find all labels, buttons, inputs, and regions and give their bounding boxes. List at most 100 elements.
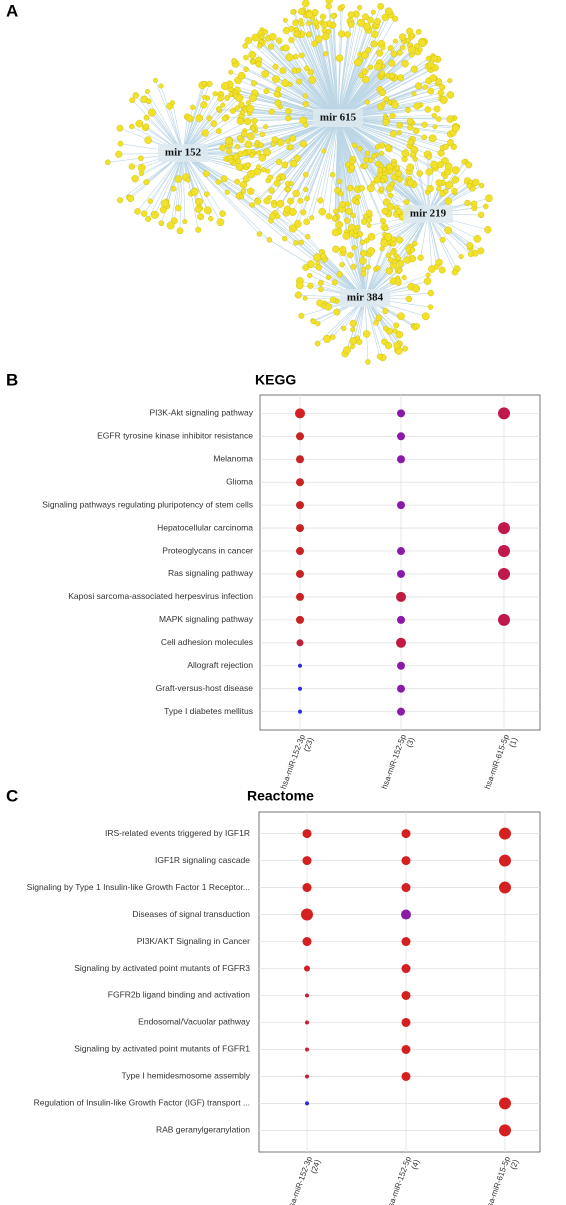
node [410, 65, 418, 73]
node [366, 216, 373, 223]
dot [305, 1101, 309, 1106]
node [412, 284, 421, 293]
edge [182, 83, 205, 154]
node [413, 323, 420, 330]
node [373, 320, 379, 326]
edge [323, 24, 339, 119]
node [405, 37, 411, 44]
dot [396, 637, 406, 648]
node [306, 260, 315, 269]
edge [356, 202, 366, 299]
edge [253, 60, 339, 119]
dot [401, 856, 411, 866]
node [323, 334, 331, 343]
node [445, 181, 454, 190]
node [358, 185, 365, 192]
node [485, 194, 493, 203]
node [367, 64, 374, 71]
edge [179, 152, 184, 231]
node [395, 255, 402, 262]
edge [337, 54, 365, 119]
node [451, 166, 460, 175]
dot [305, 1074, 309, 1079]
node [364, 99, 370, 105]
node [256, 43, 263, 49]
node [267, 174, 274, 181]
node [394, 165, 400, 171]
node [259, 131, 266, 138]
y-tick-label: MAPK signaling pathway [159, 614, 254, 624]
node [371, 153, 377, 159]
node [263, 197, 271, 205]
dot [298, 686, 302, 691]
node [388, 59, 396, 67]
node [424, 106, 432, 113]
edge [427, 213, 433, 270]
node [386, 203, 395, 211]
node [237, 71, 246, 80]
node [304, 233, 311, 240]
dot [401, 1017, 411, 1027]
node [242, 43, 248, 49]
node [315, 264, 323, 271]
node [324, 303, 333, 311]
node [409, 247, 416, 253]
node [212, 91, 218, 97]
node [285, 138, 291, 144]
node [147, 108, 156, 117]
dot [296, 501, 304, 510]
node [417, 254, 424, 261]
node [350, 327, 356, 333]
node [400, 44, 406, 51]
y-tick-label: Regulation of Insulin-like Growth Factor… [34, 1098, 250, 1108]
node [408, 45, 416, 54]
edge [364, 297, 384, 358]
node [301, 0, 310, 8]
node [378, 186, 385, 192]
dot [401, 883, 411, 893]
x-tick-label: hsa-miR-152-3p [279, 733, 307, 790]
node [446, 115, 455, 123]
node [129, 97, 136, 104]
node [219, 210, 226, 217]
edge [182, 96, 237, 154]
edge [292, 11, 339, 119]
dot [498, 567, 510, 580]
edge [337, 26, 368, 119]
node [254, 197, 262, 205]
node [408, 255, 417, 263]
dot [401, 829, 411, 839]
dot [499, 1097, 511, 1110]
node [367, 232, 376, 241]
node [354, 224, 361, 231]
node [224, 189, 230, 195]
node [318, 286, 324, 293]
node [375, 265, 381, 271]
node [126, 194, 135, 203]
node [458, 254, 464, 260]
node [401, 156, 408, 163]
node [216, 218, 225, 226]
node [484, 226, 492, 234]
node [226, 148, 233, 155]
node [306, 20, 312, 26]
dot [298, 709, 302, 714]
node [401, 274, 407, 281]
edge [337, 24, 352, 119]
dot [301, 908, 313, 921]
node [292, 19, 299, 27]
node [315, 35, 323, 43]
node [276, 37, 283, 44]
node [350, 212, 356, 219]
node [435, 258, 443, 267]
node [380, 101, 387, 107]
edge [337, 117, 347, 236]
node [287, 81, 293, 87]
dot [401, 964, 411, 974]
node [276, 199, 285, 208]
node [411, 91, 417, 97]
node [389, 130, 397, 138]
node [384, 144, 392, 151]
node [256, 150, 262, 156]
node [347, 11, 355, 19]
